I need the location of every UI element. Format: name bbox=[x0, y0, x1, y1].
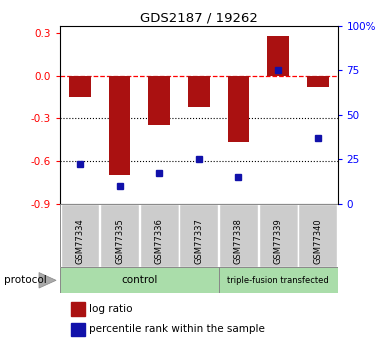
Bar bbox=[219, 267, 338, 293]
FancyBboxPatch shape bbox=[140, 204, 178, 267]
Title: GDS2187 / 19262: GDS2187 / 19262 bbox=[140, 12, 258, 25]
Bar bbox=[228, 76, 249, 142]
Text: protocol: protocol bbox=[4, 275, 47, 285]
Text: GSM77340: GSM77340 bbox=[313, 219, 322, 264]
Bar bbox=[307, 76, 329, 87]
Bar bbox=[109, 76, 130, 175]
Text: GSM77334: GSM77334 bbox=[75, 218, 85, 264]
Bar bbox=[267, 36, 289, 76]
FancyBboxPatch shape bbox=[298, 204, 337, 267]
Bar bbox=[69, 76, 91, 97]
Bar bbox=[71, 302, 85, 316]
Bar bbox=[188, 76, 210, 107]
Text: log ratio: log ratio bbox=[89, 304, 133, 314]
FancyBboxPatch shape bbox=[61, 204, 99, 267]
Text: GSM77335: GSM77335 bbox=[115, 218, 124, 264]
FancyBboxPatch shape bbox=[219, 204, 258, 267]
FancyBboxPatch shape bbox=[179, 204, 218, 267]
FancyBboxPatch shape bbox=[259, 204, 298, 267]
Bar bbox=[71, 323, 85, 336]
Text: GSM77338: GSM77338 bbox=[234, 218, 243, 264]
FancyBboxPatch shape bbox=[100, 204, 139, 267]
Bar bbox=[148, 76, 170, 125]
Text: GSM77339: GSM77339 bbox=[274, 218, 282, 264]
Bar bbox=[60, 267, 219, 293]
Text: GSM77337: GSM77337 bbox=[194, 218, 203, 264]
Text: control: control bbox=[121, 275, 158, 285]
Text: GSM77336: GSM77336 bbox=[155, 218, 164, 264]
Text: triple-fusion transfected: triple-fusion transfected bbox=[227, 276, 329, 285]
Text: percentile rank within the sample: percentile rank within the sample bbox=[89, 324, 265, 334]
Polygon shape bbox=[39, 273, 56, 288]
